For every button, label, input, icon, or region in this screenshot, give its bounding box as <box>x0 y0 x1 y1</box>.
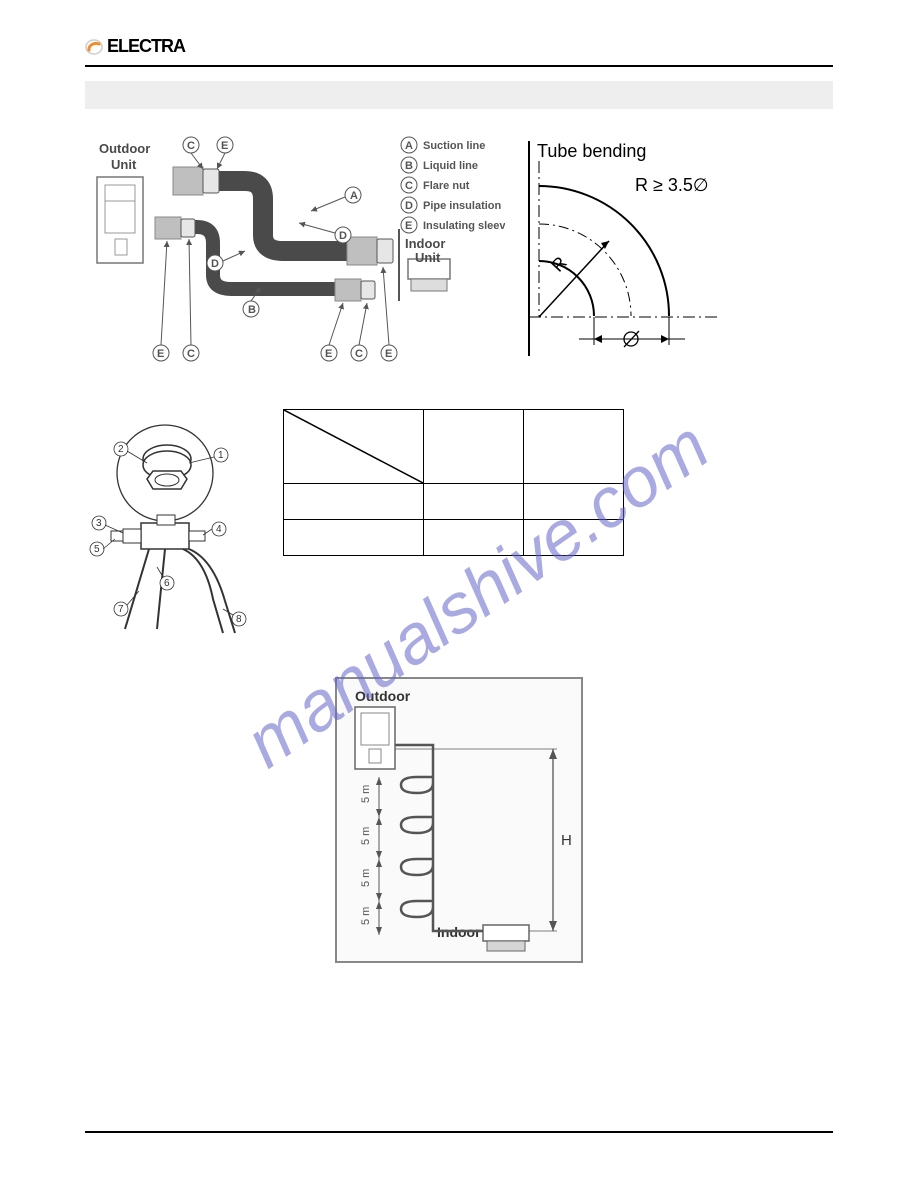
svg-text:E: E <box>405 220 412 232</box>
svg-text:D: D <box>405 200 413 212</box>
svg-text:6: 6 <box>164 578 170 589</box>
figures-row: Outdoor Unit Indoor Unit A <box>85 131 833 371</box>
table-row-1-col-1 <box>284 484 424 520</box>
piping-connection-figure: Outdoor Unit Indoor Unit A <box>85 131 505 371</box>
svg-text:E: E <box>157 348 164 360</box>
section-title-bar <box>85 81 833 109</box>
oil-trap-figure: Outdoor Indoor H 5 m 5 m 5 <box>335 677 583 963</box>
table-row-1-col-3 <box>524 484 624 520</box>
svg-text:H: H <box>561 832 572 849</box>
svg-text:4: 4 <box>216 524 222 535</box>
table-header-3 <box>524 410 624 484</box>
svg-text:Unit: Unit <box>111 157 137 172</box>
svg-text:E: E <box>221 140 228 152</box>
svg-text:Tube bending: Tube bending <box>537 141 646 161</box>
svg-text:5: 5 <box>94 544 100 555</box>
service-valve-figure: 1 2 3 4 5 6 7 8 <box>85 419 265 639</box>
svg-text:R ≥ 3.5∅: R ≥ 3.5∅ <box>635 175 709 195</box>
table-row-2-col-2 <box>424 520 524 556</box>
page-header: ELECTRA <box>85 36 833 57</box>
brand-name: ELECTRA <box>107 36 185 57</box>
svg-text:R: R <box>547 253 570 276</box>
svg-text:D: D <box>339 230 347 242</box>
svg-text:C: C <box>187 140 195 152</box>
svg-text:1: 1 <box>218 450 224 461</box>
svg-text:B: B <box>405 160 413 172</box>
svg-text:Outdoor: Outdoor <box>99 141 150 156</box>
svg-text:Outdoor: Outdoor <box>355 688 411 704</box>
mid-section: 1 2 3 4 5 6 7 8 <box>85 419 833 639</box>
svg-text:Insulating sleeve: Insulating sleeve <box>423 220 505 232</box>
svg-text:Unit: Unit <box>415 250 441 265</box>
svg-text:Indoor: Indoor <box>405 236 445 251</box>
svg-text:Liquid line: Liquid line <box>423 160 478 172</box>
svg-text:5 m: 5 m <box>360 907 372 925</box>
svg-text:5 m: 5 m <box>360 869 372 887</box>
table-row-1-col-2 <box>424 484 524 520</box>
svg-text:C: C <box>187 348 195 360</box>
table-header-2 <box>424 410 524 484</box>
svg-text:Pipe insulation: Pipe insulation <box>423 200 502 212</box>
svg-text:C: C <box>355 348 363 360</box>
svg-text:A: A <box>350 190 358 202</box>
svg-text:E: E <box>325 348 332 360</box>
svg-text:8: 8 <box>236 614 242 625</box>
table-row-2-col-1 <box>284 520 424 556</box>
tube-bending-figure: Tube bending R ≥ 3.5∅ R <box>519 131 774 356</box>
header-rule <box>85 65 833 67</box>
svg-text:B: B <box>248 304 256 316</box>
pipe-size-table <box>283 409 624 556</box>
svg-text:2: 2 <box>118 444 124 455</box>
svg-text:3: 3 <box>96 518 102 529</box>
svg-text:Flare nut: Flare nut <box>423 180 470 192</box>
table-row-2-col-3 <box>524 520 624 556</box>
svg-text:7: 7 <box>118 604 124 615</box>
svg-text:A: A <box>405 140 413 152</box>
svg-text:5 m: 5 m <box>360 827 372 845</box>
svg-text:D: D <box>211 258 219 270</box>
brand-icon <box>85 39 103 55</box>
oil-trap-section: Outdoor Indoor H 5 m 5 m 5 <box>85 677 833 963</box>
svg-text:E: E <box>385 348 392 360</box>
footer-rule <box>85 1131 833 1133</box>
svg-text:C: C <box>405 180 413 192</box>
svg-text:5 m: 5 m <box>360 785 372 803</box>
svg-text:Suction line: Suction line <box>423 140 485 152</box>
